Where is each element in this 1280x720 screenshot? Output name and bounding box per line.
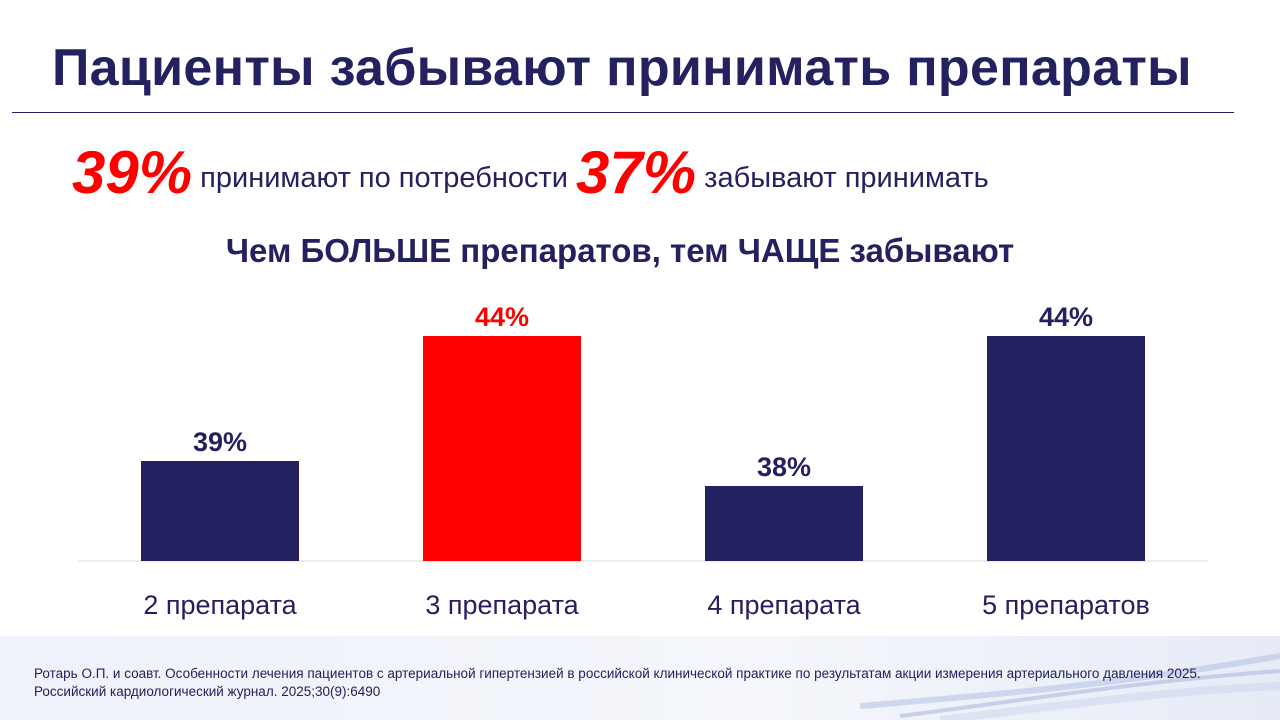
wave-decoration [860,653,1280,720]
category-label: 2 препарата [143,590,297,620]
category-label: 4 препарата [707,590,861,620]
bar [423,336,581,561]
data-label: 44% [475,302,529,332]
page-title: Пациенты забывают принимать препараты [52,39,1192,97]
stat-value: 39% [72,139,193,206]
stats-line: 39% принимают по потребности 37% забываю… [72,138,989,207]
data-label: 38% [757,452,811,482]
bar [987,336,1145,561]
bar [141,461,299,561]
category-label: 5 препаратов [982,590,1150,620]
stat-text: принимают по потребности [200,162,568,194]
title-divider [12,112,1234,113]
data-label: 44% [1039,302,1093,332]
stat-text: забывают принимать [704,162,989,194]
footer [0,636,1280,720]
citation: Ротарь О.П. и соавт. Особенности лечения… [34,666,1201,699]
category-label: 3 препарата [425,590,579,620]
stat-value: 37% [576,139,697,206]
bar [705,486,863,561]
chart-title: Чем БОЛЬШЕ препаратов, тем ЧАЩЕ забывают [225,232,1015,269]
data-label: 39% [193,427,247,457]
bar-chart: 39% 2 препарата 44% 3 препарата 38% 4 препара… [78,302,1208,620]
